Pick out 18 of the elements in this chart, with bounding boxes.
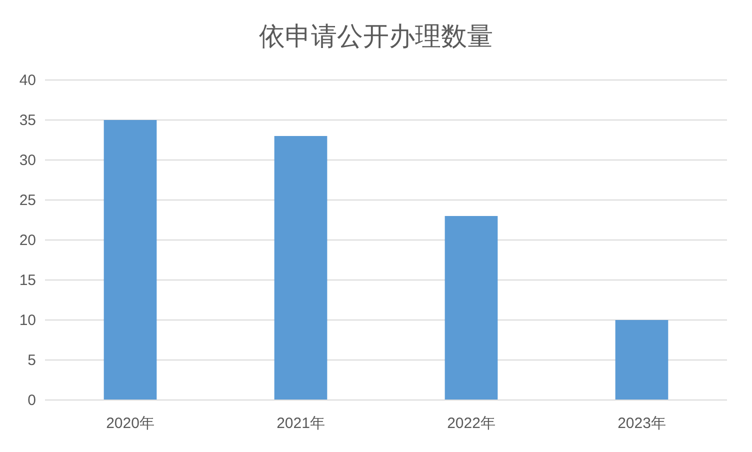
x-tick-label: 2021年 — [276, 415, 325, 432]
x-tick-label: 2022年 — [447, 415, 496, 432]
y-tick-label: 30 — [19, 152, 36, 169]
bar — [274, 136, 328, 400]
y-tick-label: 35 — [19, 112, 36, 129]
y-tick-label: 0 — [28, 392, 36, 409]
y-tick-label: 5 — [28, 352, 36, 369]
bar — [444, 216, 498, 400]
y-tick-label: 20 — [19, 232, 36, 249]
y-tick-label: 40 — [19, 72, 36, 89]
bar — [104, 120, 157, 400]
chart-title: 依申请公开办理数量 — [259, 21, 493, 51]
y-tick-label: 25 — [19, 192, 36, 209]
y-tick-label: 10 — [19, 312, 36, 329]
y-tick-label: 15 — [19, 272, 36, 289]
x-tick-label: 2020年 — [106, 415, 154, 432]
x-tick-label: 2023年 — [618, 415, 666, 432]
bar — [615, 320, 668, 400]
